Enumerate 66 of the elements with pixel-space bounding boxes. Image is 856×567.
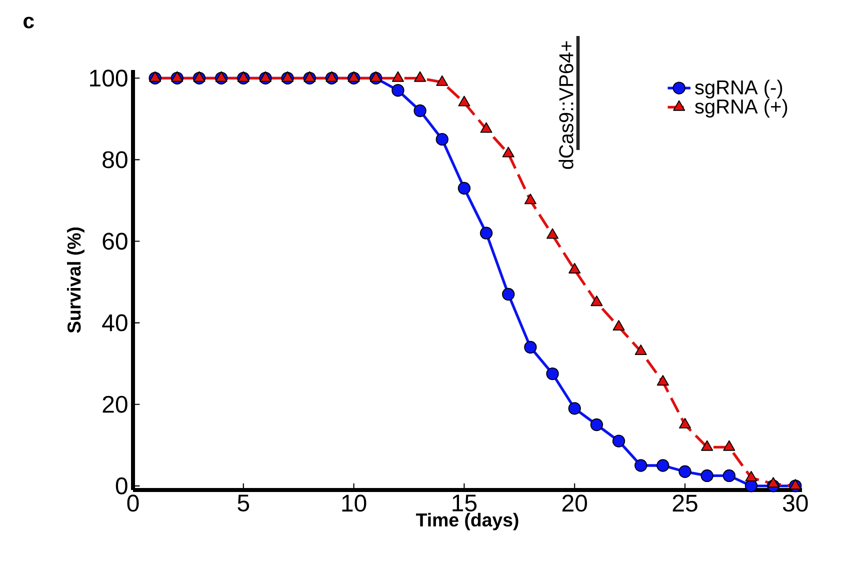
point: [568, 402, 581, 415]
point: [700, 469, 714, 482]
point: [326, 71, 338, 82]
point: [524, 340, 537, 354]
point: [458, 96, 470, 106]
x-tick-label: 15: [452, 494, 477, 512]
point: [436, 75, 448, 86]
point: [348, 71, 360, 82]
point: [502, 146, 514, 158]
point: [480, 226, 493, 240]
point: [149, 71, 162, 82]
point: [656, 375, 669, 386]
point: [502, 288, 515, 301]
point: [745, 470, 758, 482]
legend-label: sgRNA (+): [695, 98, 788, 118]
point: [634, 459, 648, 472]
point: [590, 296, 603, 306]
y-tick-label: 100: [90, 70, 128, 87]
point: [678, 465, 692, 478]
point: [193, 71, 206, 82]
point: [789, 479, 802, 490]
point: [612, 320, 625, 331]
point: [701, 440, 714, 451]
x-tick-label: 0: [127, 494, 139, 512]
point: [392, 71, 404, 82]
point: [171, 71, 184, 82]
y-tick-label: 80: [102, 151, 128, 168]
point: [612, 434, 626, 448]
point: [767, 477, 780, 488]
y-axis-title: Survival (%): [67, 228, 84, 333]
point: [215, 71, 228, 82]
legend-label: sgRNA (-): [695, 80, 782, 98]
point: [634, 344, 647, 356]
point: [259, 71, 272, 82]
point: [546, 228, 559, 239]
point: [722, 469, 736, 482]
x-tick-label: 30: [782, 494, 808, 512]
point: [370, 71, 382, 82]
x-tick-label: 20: [562, 494, 588, 512]
point: [744, 480, 758, 492]
x-tick-label: 25: [672, 494, 698, 512]
x-axis-title: Time (days): [416, 512, 518, 530]
text: c: [24, 16, 34, 28]
x-tick-label: 5: [238, 494, 250, 512]
point: [656, 459, 670, 472]
point: [304, 71, 316, 82]
y-tick-label: 60: [102, 232, 128, 250]
point: [524, 194, 536, 204]
point: [282, 71, 294, 82]
y-tick-label: 40: [102, 314, 128, 332]
point: [414, 71, 426, 82]
point: [723, 440, 736, 451]
point: [678, 418, 691, 428]
point: [590, 418, 604, 432]
point: [414, 104, 426, 118]
x-tick-label: 10: [342, 494, 366, 512]
point: [568, 262, 581, 274]
point: [392, 84, 404, 97]
point: [480, 122, 492, 133]
legend-title: dCas9::VP64+: [558, 41, 574, 169]
point: [436, 132, 448, 146]
point: [546, 367, 559, 380]
point: [458, 182, 471, 195]
y-tick-label: 0: [116, 477, 128, 494]
y-tick-label: 20: [102, 396, 128, 413]
point: [237, 71, 250, 82]
